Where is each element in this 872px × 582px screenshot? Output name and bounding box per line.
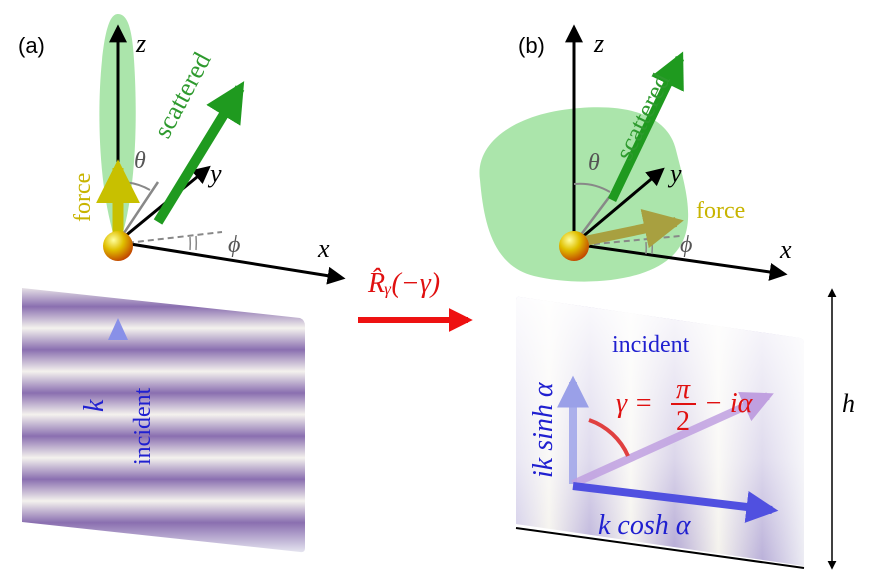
panel-b-phi: ϕ [680, 232, 692, 258]
panel-b-gamma-lhs: γ = [616, 388, 653, 419]
panel-b-gamma-arc [588, 418, 630, 457]
panel-a-axis-z: z [135, 29, 146, 58]
panel-b-scattered-arrow [607, 51, 685, 202]
panel-b-theta-arc [573, 182, 611, 193]
panel-a: (a) k incident z y x θ ϕ scattered [18, 14, 346, 553]
panel-b-plane-edge [515, 527, 805, 569]
panel-a-wave-k: k [79, 399, 110, 412]
panel-a-phi-guide [117, 231, 223, 245]
panel-a-axis-x: x [317, 234, 330, 263]
panel-a-label: (a) [18, 33, 45, 58]
panel-b-vertical-component-label: ik sinh α [528, 381, 559, 478]
panel-b-axis-x: x [779, 235, 792, 264]
panel-b-horizontal-component-arrow [572, 482, 779, 523]
panel-a-axis-y: y [207, 159, 222, 188]
panel-b-axis-z: z [593, 29, 604, 58]
panel-b-particle [559, 231, 589, 261]
panel-a-phi: ϕ [228, 232, 240, 258]
panel-b-gamma-rest: − iα [704, 388, 754, 419]
panel-b-y-axis [573, 167, 665, 246]
panel-a-particle [103, 231, 133, 261]
panel-b-theta: θ [588, 150, 600, 176]
panel-b-incident-wavevector-arrow [571, 391, 774, 488]
panel-a-incident-arrow [108, 318, 128, 478]
panel-b-x-axis [573, 242, 788, 281]
panel-b-gamma-denominator: 2 [676, 406, 690, 437]
panel-b-incident-label: incident [612, 332, 690, 358]
panel-a-incident-label: incident [130, 387, 156, 465]
transform-arrow-group: R̂ᵧ(−γ) [358, 268, 473, 332]
panel-a-theta: θ [134, 148, 146, 174]
panel-b-gamma-numerator: π [676, 374, 691, 405]
panel-a-force-label: force [70, 173, 96, 222]
panel-b-label: (b) [518, 33, 545, 58]
panel-a-scattered-label: scattered [148, 48, 217, 143]
panel-b-height-label: h [842, 389, 855, 418]
panel-b-axis-y: y [667, 159, 682, 188]
panel-b-force-arrow [578, 208, 684, 249]
panel-a-theta-guide [116, 181, 160, 243]
panel-b: (b) incident γ = π 2 − iα ik sinh α k co… [479, 24, 855, 570]
panel-a-wave-plane [22, 288, 305, 553]
panel-a-scattered-arrow [153, 81, 245, 225]
panel-a-x-axis [117, 240, 346, 285]
panel-b-horizontal-component-label: k cosh α [598, 510, 692, 541]
panel-b-phi-guide [573, 235, 681, 247]
transform-label: R̂ᵧ(−γ) [367, 268, 440, 299]
panel-b-gamma-equation: γ = π 2 − iα [616, 374, 754, 437]
panel-b-force-label: force [696, 198, 745, 224]
